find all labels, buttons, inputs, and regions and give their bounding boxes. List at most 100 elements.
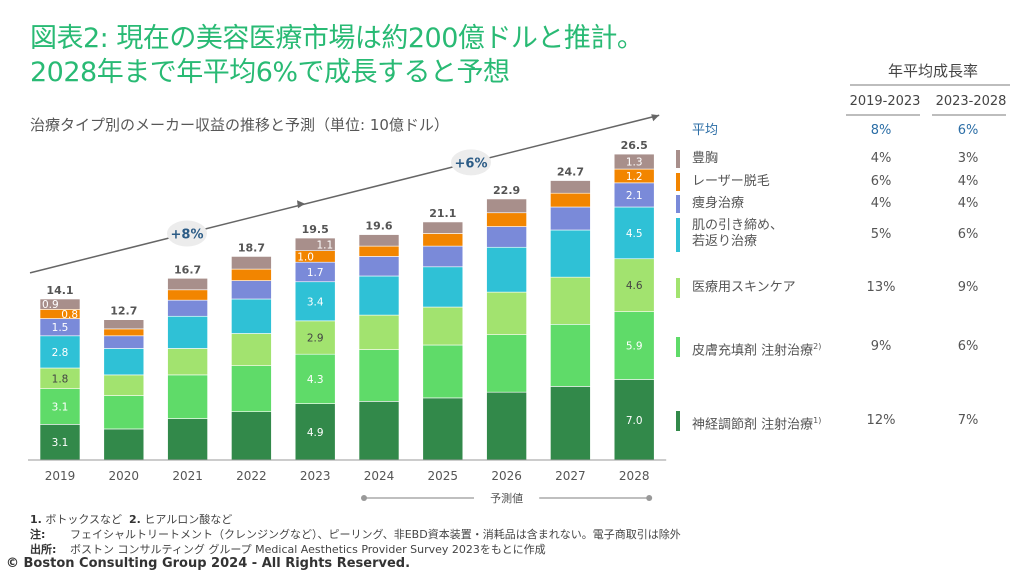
growth-badge bbox=[451, 149, 491, 176]
row-value-2023-2028: 4% bbox=[957, 174, 979, 189]
segment-value-label: 3.1 bbox=[52, 402, 69, 414]
bar-segment bbox=[103, 319, 145, 330]
col-divider-2 bbox=[932, 114, 1006, 116]
bar-segment bbox=[231, 298, 272, 334]
x-tick-label: 2027 bbox=[555, 469, 586, 483]
row-value-2019-2023: 9% bbox=[870, 339, 892, 354]
row-value-2023-2028: 6% bbox=[957, 123, 979, 138]
row-value-2019-2023: 6% bbox=[870, 174, 892, 189]
bar-segment bbox=[294, 281, 336, 322]
bar-segment bbox=[231, 411, 272, 461]
footnote-1-num: 1. bbox=[30, 513, 42, 526]
table-row: 皮膚充填剤 注射治療2) 9% 6% bbox=[676, 337, 1016, 358]
note-label: 注: bbox=[30, 528, 46, 541]
row-value-2023-2028: 7% bbox=[957, 413, 979, 428]
table-row: 痩身治療 4% 4% bbox=[676, 195, 1016, 213]
bar-segment bbox=[103, 374, 145, 396]
row-label: レーザー脱毛 bbox=[692, 174, 770, 189]
bar-segment bbox=[358, 245, 400, 257]
bar-segment bbox=[550, 229, 591, 278]
bar-segment bbox=[39, 335, 81, 369]
row-value-2023-2028: 4% bbox=[957, 196, 979, 211]
row-value-2019-2023: 4% bbox=[870, 151, 892, 166]
bar-segment bbox=[613, 311, 655, 380]
segment-value-label: 1.1 bbox=[316, 239, 333, 251]
row-value-2023-2028: 9% bbox=[957, 280, 979, 295]
segment-value-label: 0.9 bbox=[42, 299, 59, 311]
x-tick-label: 2024 bbox=[364, 469, 395, 483]
bar-segment bbox=[358, 349, 400, 402]
bar-segment bbox=[550, 276, 591, 325]
bar-segment bbox=[422, 266, 464, 308]
col-divider-1 bbox=[846, 114, 920, 116]
bar-segment bbox=[486, 212, 527, 227]
row-value-2019-2023: 5% bbox=[870, 227, 892, 242]
segment-value-label: 7.0 bbox=[626, 415, 643, 427]
bar-total-label: 21.1 bbox=[429, 207, 456, 220]
bar-segment bbox=[231, 256, 272, 270]
segment-value-label: 1.3 bbox=[626, 157, 643, 169]
segment-value-label: 4.9 bbox=[307, 427, 324, 439]
bar-segment bbox=[294, 320, 336, 355]
segment-value-label: 2.8 bbox=[52, 347, 69, 359]
segment-value-label: 2.9 bbox=[307, 333, 324, 345]
bar-total-label: 26.5 bbox=[621, 139, 648, 152]
bar-segment bbox=[486, 391, 527, 461]
title-line-1: 図表2: 現在の美容医療市場は約200億ドルと推計。 bbox=[30, 23, 644, 54]
x-tick-label: 2019 bbox=[45, 469, 76, 483]
bar-segment bbox=[167, 277, 208, 291]
bar-segment bbox=[358, 256, 400, 277]
bar-segment bbox=[422, 233, 464, 247]
row-label: 豊胸 bbox=[692, 151, 719, 166]
bar-segment bbox=[486, 226, 527, 248]
x-tick-label: 2022 bbox=[236, 469, 267, 483]
bar-segment bbox=[294, 353, 336, 404]
x-tick-label: 2025 bbox=[428, 469, 459, 483]
bar-segment bbox=[486, 246, 527, 293]
source-label: 出所: bbox=[30, 543, 57, 556]
bar-total-label: 24.7 bbox=[557, 166, 584, 179]
segment-value-label: 1.8 bbox=[52, 373, 69, 385]
bar-segment bbox=[231, 365, 272, 413]
bracket-dot-icon bbox=[361, 495, 367, 501]
title-line-2: 2028年まで年平均6%で成長すると予想 bbox=[30, 57, 510, 88]
growth-label: +6% bbox=[455, 156, 488, 171]
footnote-ref: 1) bbox=[813, 416, 822, 425]
copyright: © Boston Consulting Group 2024 - All Rig… bbox=[6, 556, 411, 571]
bar-total-label: 16.7 bbox=[174, 263, 201, 276]
cagr-table-header: 年平均成長率 bbox=[887, 62, 978, 80]
table-row-average: 平均 8% 6% bbox=[676, 123, 1016, 139]
segment-value-label: 1.0 bbox=[297, 251, 314, 263]
bar-segment bbox=[358, 275, 400, 316]
row-label: 痩身治療 bbox=[692, 196, 745, 211]
bar-segment bbox=[167, 374, 208, 419]
chart-subtitle: 治療タイプ別のメーカー収益の推移と予測（単位: 10億ドル） bbox=[30, 116, 449, 134]
bar-segment bbox=[167, 289, 208, 301]
row-label-text: 神経調節剤 注射治療 bbox=[692, 417, 814, 433]
bar-segment bbox=[486, 334, 527, 393]
legend-swatch bbox=[676, 195, 680, 213]
growth-label: +8% bbox=[171, 228, 204, 243]
col-header-2023-2028: 2023-2028 bbox=[935, 94, 1007, 109]
legend-swatch bbox=[676, 173, 680, 191]
row-label-line-1: 肌の引き締め、 bbox=[692, 218, 784, 233]
page-title: 図表2: 現在の美容医療市場は約200億ドルと推計。 2028年まで年平均6%で… bbox=[30, 22, 644, 90]
bar-segment bbox=[294, 237, 336, 252]
segment-value-label: 2.1 bbox=[626, 190, 643, 202]
bar-segment bbox=[550, 386, 591, 461]
segment-value-label: 1.2 bbox=[626, 171, 643, 183]
row-label: 神経調節剤 注射治療1) bbox=[692, 413, 821, 433]
segment-value-label: 1.7 bbox=[307, 267, 324, 279]
bar-segment bbox=[550, 180, 591, 194]
note-line: 注: フェイシャルトリートメント（クレンジングなど）、ピーリング、非EBD資本装置… bbox=[30, 526, 681, 542]
footnote-ref: 2) bbox=[813, 342, 822, 351]
row-value-2019-2023: 13% bbox=[866, 280, 896, 295]
bar-segment bbox=[613, 182, 655, 208]
arrow-marker-icon bbox=[297, 200, 305, 209]
segment-value-label: 5.9 bbox=[626, 341, 643, 353]
growth-trend-line bbox=[29, 114, 660, 274]
header-divider bbox=[850, 84, 1010, 86]
table-row: 肌の引き締め、 若返り治療 5% 6% bbox=[676, 218, 1016, 252]
bar-segment bbox=[103, 328, 145, 337]
